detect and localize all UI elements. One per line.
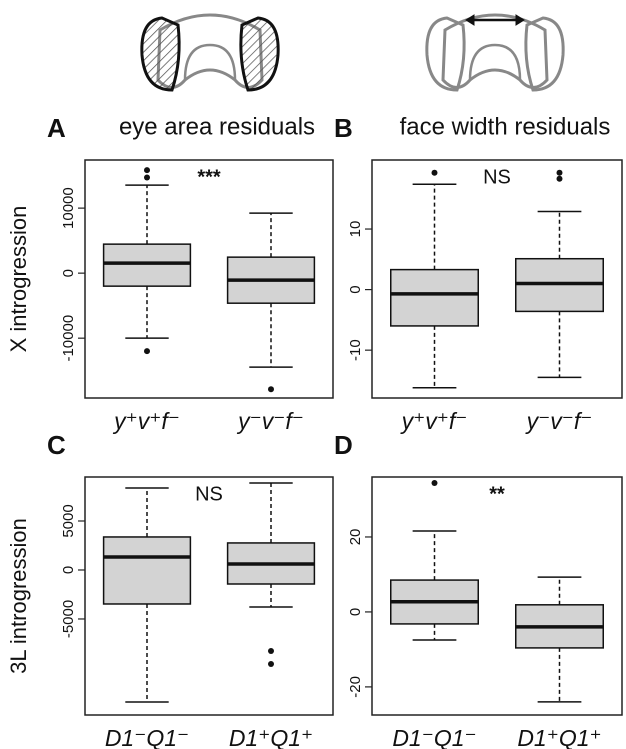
outlier bbox=[556, 175, 563, 182]
box bbox=[102, 536, 192, 605]
x-tick-label: y⁺v⁺f⁻ bbox=[112, 408, 180, 434]
x-tick-label: y⁻v⁻f⁻ bbox=[236, 408, 304, 434]
outlier bbox=[268, 386, 274, 393]
significance: *** bbox=[197, 166, 221, 188]
outlier bbox=[431, 479, 438, 486]
y-tick-label: 5000 bbox=[60, 504, 77, 537]
y-tick-label: 0 bbox=[60, 566, 77, 574]
y-tick-label: 0 bbox=[347, 608, 364, 616]
x-tick-label: D1⁻Q1⁻ bbox=[392, 725, 476, 749]
outlier bbox=[144, 348, 150, 355]
y-tick-label: 0 bbox=[60, 269, 77, 277]
eye-area-icon bbox=[140, 13, 280, 92]
outlier bbox=[556, 169, 563, 176]
significance: NS bbox=[195, 483, 223, 505]
box bbox=[102, 243, 192, 287]
y-tick-label: -20 bbox=[347, 676, 364, 698]
plot-frame bbox=[371, 476, 623, 716]
y-tick-label: 10 bbox=[347, 221, 364, 238]
x-tick-label: D1⁻Q1⁻ bbox=[105, 725, 189, 749]
x-tick-label: D1⁺Q1⁺ bbox=[517, 725, 601, 749]
x-tick-label: y⁻v⁻f⁻ bbox=[525, 408, 593, 434]
panel-label: B bbox=[334, 113, 353, 143]
plot-frame bbox=[371, 159, 623, 399]
panel-label: C bbox=[47, 430, 66, 460]
significance: ** bbox=[489, 483, 505, 505]
y-tick-label: -5000 bbox=[60, 600, 77, 638]
panel-title: face width residuals bbox=[400, 113, 611, 140]
panel-title: eye area residuals bbox=[119, 113, 315, 140]
outlier bbox=[431, 169, 438, 176]
box bbox=[390, 268, 479, 327]
plot-frame bbox=[84, 476, 334, 716]
outlier bbox=[268, 660, 274, 667]
panel-label: D bbox=[334, 430, 353, 460]
row-label: X introgression bbox=[6, 206, 31, 353]
x-tick-label: y⁺v⁺f⁻ bbox=[400, 408, 468, 434]
plot-frame bbox=[84, 159, 334, 399]
y-tick-label: 10000 bbox=[60, 187, 77, 229]
y-tick-label: -10000 bbox=[60, 315, 77, 362]
y-tick-label: -10 bbox=[347, 339, 364, 361]
y-tick-label: 0 bbox=[347, 285, 364, 293]
outlier bbox=[144, 167, 150, 174]
x-tick-label: D1⁺Q1⁺ bbox=[229, 725, 313, 749]
outlier bbox=[268, 648, 274, 655]
significance: NS bbox=[483, 166, 511, 188]
face-width-icon bbox=[425, 13, 565, 92]
y-tick-label: 20 bbox=[347, 529, 364, 546]
row-label: 3L introgression bbox=[6, 518, 31, 674]
panel-label: A bbox=[47, 113, 66, 143]
outlier bbox=[144, 174, 150, 181]
